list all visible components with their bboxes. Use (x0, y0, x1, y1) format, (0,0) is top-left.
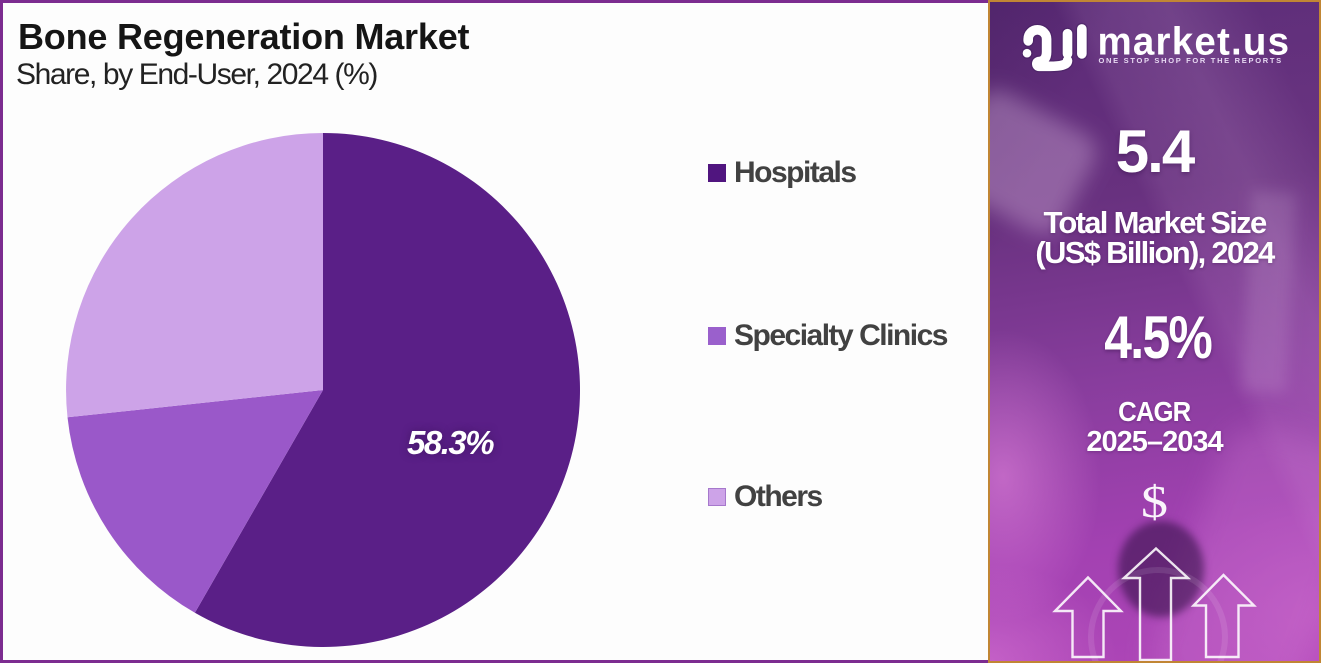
svg-text:market.us: market.us (1098, 21, 1291, 64)
svg-text:ONE STOP SHOP FOR THE REPORTS: ONE STOP SHOP FOR THE REPORTS (1099, 56, 1283, 65)
